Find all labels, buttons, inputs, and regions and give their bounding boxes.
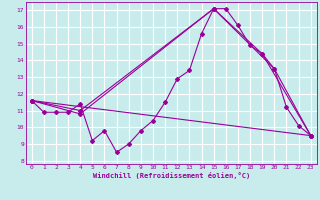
X-axis label: Windchill (Refroidissement éolien,°C): Windchill (Refroidissement éolien,°C): [92, 172, 250, 179]
